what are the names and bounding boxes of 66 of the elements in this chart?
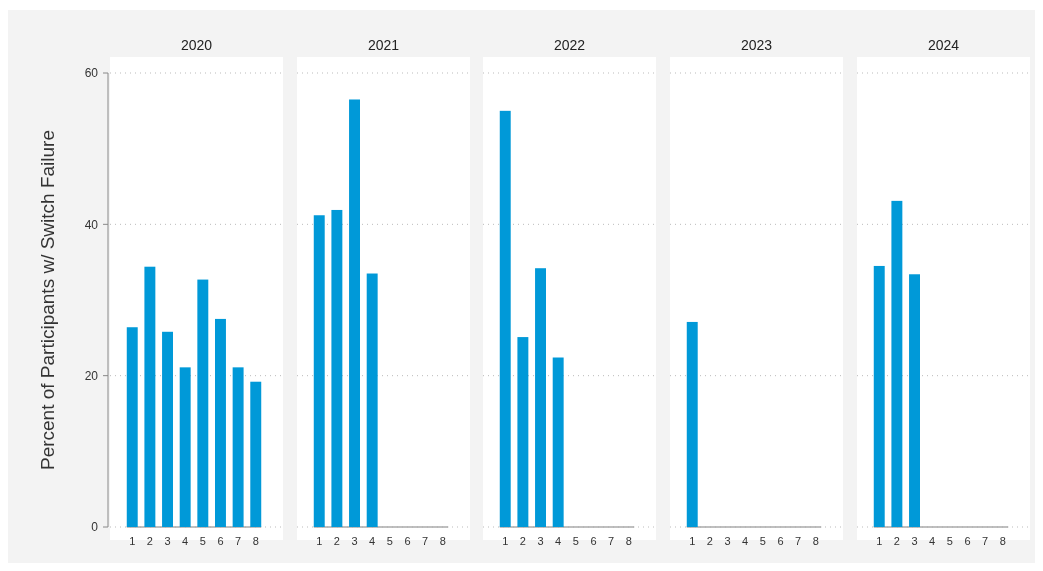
x-tick-label: 4	[555, 535, 562, 547]
x-tick-label: 4	[742, 535, 749, 547]
x-tick-label: 1	[689, 535, 696, 547]
x-tick-label: 6	[404, 535, 411, 547]
x-tick-label: 8	[252, 535, 259, 547]
x-tick-label: 8	[439, 535, 446, 547]
x-tick-label: 7	[235, 535, 242, 547]
y-tick-label: 60	[84, 66, 99, 81]
x-tick-label: 2	[519, 535, 526, 547]
y-tick-label: 0	[91, 520, 99, 535]
x-tick-label: 2	[706, 535, 713, 547]
bar	[162, 331, 173, 527]
chart-title: 2024	[927, 37, 960, 53]
chart-title: 2020	[180, 37, 213, 53]
x-tick-label: 2	[146, 535, 153, 547]
x-tick-label: 6	[777, 535, 784, 547]
bar	[144, 266, 156, 527]
bar	[313, 215, 325, 527]
bar	[517, 337, 529, 527]
x-tick-label: 7	[422, 535, 429, 547]
x-tick-label: 5	[386, 535, 393, 547]
bar	[179, 367, 191, 527]
x-tick-label: 6	[590, 535, 597, 547]
x-tick-label: 5	[199, 535, 206, 547]
bar	[250, 381, 262, 527]
bar	[535, 268, 546, 527]
bar	[331, 209, 343, 527]
chart-title: 2023	[740, 37, 773, 53]
x-tick-label: 7	[982, 535, 989, 547]
chart-title: 2021	[367, 37, 400, 53]
x-tick-label: 2	[333, 535, 340, 547]
bar	[197, 279, 209, 527]
x-tick-label: 6	[964, 535, 971, 547]
x-tick-label: 2	[893, 535, 900, 547]
bar	[126, 327, 138, 527]
x-tick-label: 5	[572, 535, 579, 547]
bar	[215, 318, 226, 527]
x-tick-label: 3	[351, 535, 358, 547]
x-tick-label: 7	[608, 535, 615, 547]
chart-title: 2022	[553, 37, 586, 53]
x-tick-label: 3	[724, 535, 731, 547]
x-tick-label: 1	[316, 535, 323, 547]
x-tick-label: 4	[182, 535, 189, 547]
x-tick-label: 7	[795, 535, 802, 547]
x-tick-label: 1	[129, 535, 136, 547]
x-tick-label: 3	[164, 535, 171, 547]
bar	[499, 110, 511, 527]
x-tick-label: 4	[929, 535, 936, 547]
y-tick-label: 40	[84, 217, 99, 232]
x-tick-label: 5	[946, 535, 953, 547]
x-tick-label: 6	[217, 535, 224, 547]
bar	[232, 367, 244, 527]
y-tick-label: 20	[84, 368, 99, 383]
bar	[366, 273, 378, 527]
x-tick-label: 8	[812, 535, 819, 547]
x-tick-label: 4	[369, 535, 376, 547]
x-tick-label: 5	[759, 535, 766, 547]
x-tick-label: 3	[537, 535, 544, 547]
x-tick-label: 3	[911, 535, 918, 547]
y-axis-title: Percent of Participants w/ Switch Failure	[37, 129, 58, 471]
bar	[552, 357, 564, 527]
x-tick-label: 8	[625, 535, 632, 547]
x-tick-label: 1	[876, 535, 883, 547]
bar	[349, 99, 360, 527]
x-tick-label: 8	[999, 535, 1006, 547]
x-tick-label: 1	[502, 535, 509, 547]
